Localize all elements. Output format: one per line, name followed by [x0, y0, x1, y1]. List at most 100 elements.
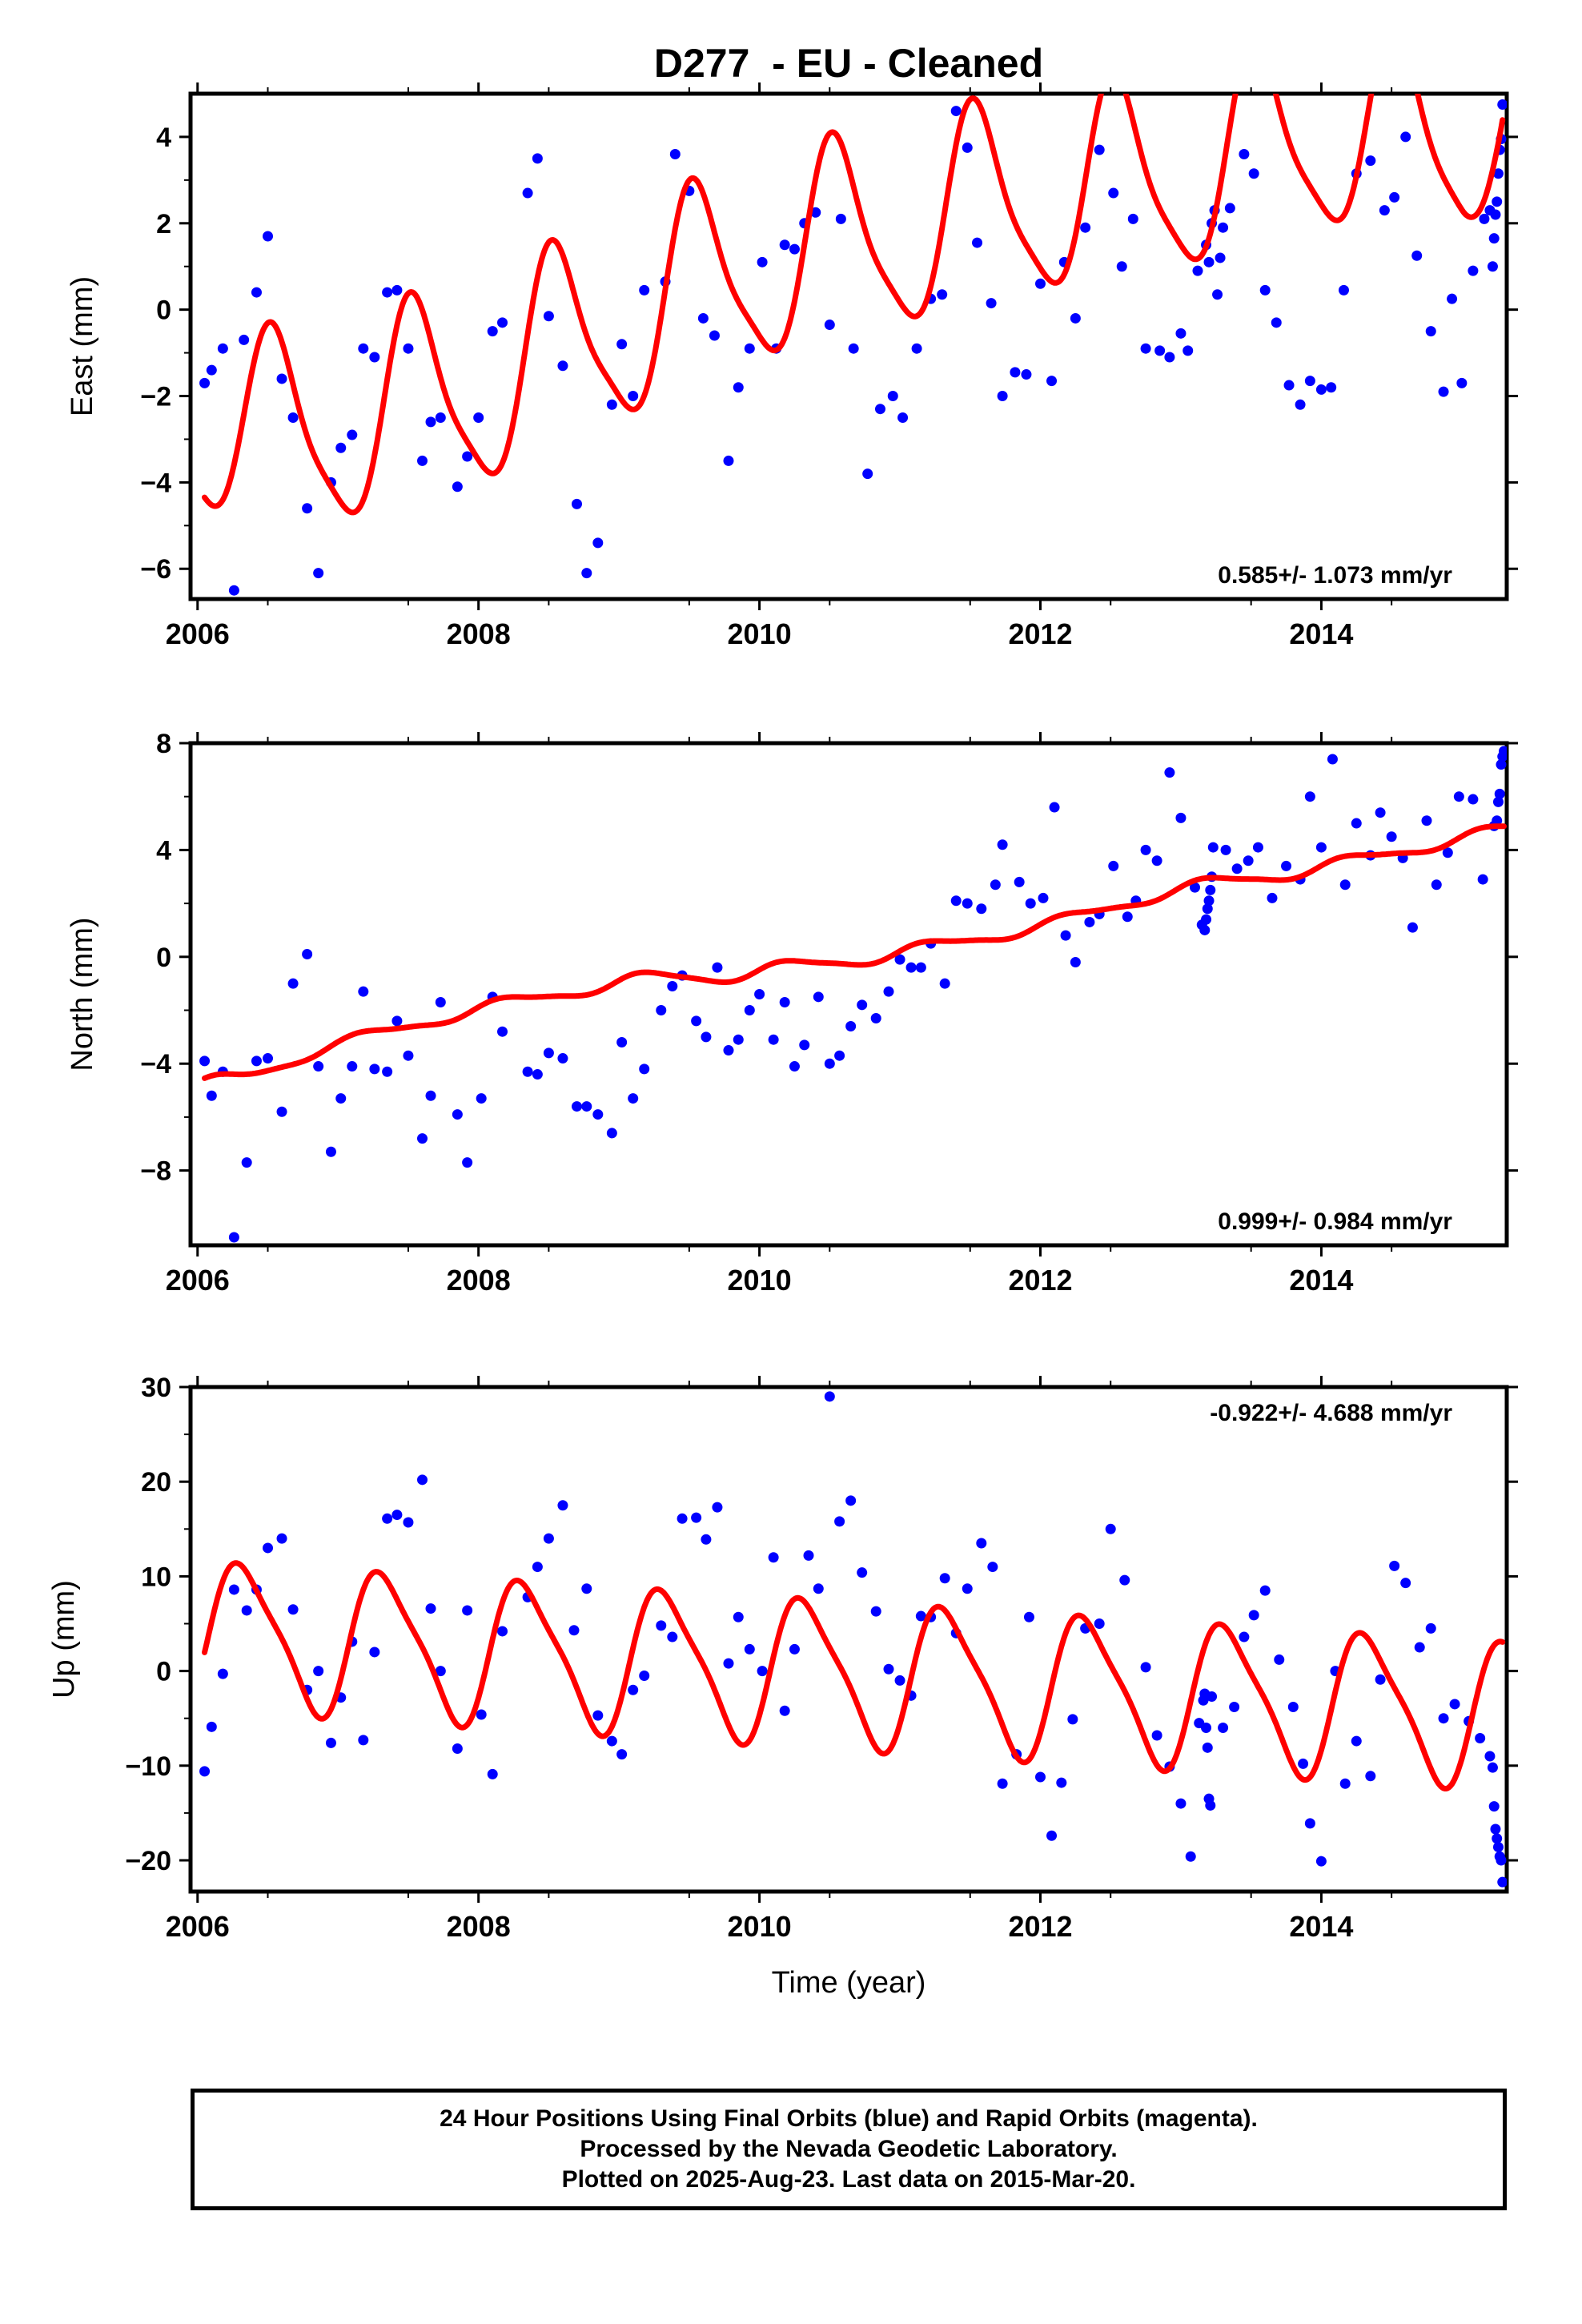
data-point: [1375, 807, 1386, 818]
data-point: [1175, 328, 1186, 339]
data-point: [435, 412, 446, 423]
data-point: [1154, 345, 1166, 356]
data-point: [476, 1709, 487, 1720]
data-point: [606, 1128, 617, 1139]
data-point: [712, 1502, 723, 1513]
data-point: [1456, 377, 1468, 388]
data-point: [1199, 924, 1211, 935]
data-point: [403, 1050, 414, 1061]
data-point: [1496, 1855, 1507, 1866]
data-point: [1010, 367, 1021, 378]
data-point: [206, 364, 217, 376]
data-point: [1315, 842, 1327, 853]
data-point: [1375, 1674, 1386, 1685]
y-tick-label: 4: [156, 123, 171, 153]
caption-box: 24 Hour Positions Using Final Orbits (bl…: [191, 2089, 1507, 2210]
y-tick-label: 30: [141, 1373, 171, 1403]
data-point: [1494, 788, 1505, 799]
data-point: [522, 1066, 533, 1077]
data-point: [1034, 278, 1046, 289]
data-point: [592, 537, 604, 549]
data-point: [532, 1069, 543, 1080]
data-point: [697, 312, 709, 324]
data-point: [391, 1510, 403, 1521]
data-point: [1202, 1742, 1213, 1753]
data-point: [1492, 196, 1503, 207]
data-point: [382, 287, 393, 298]
data-point: [845, 1495, 857, 1506]
data-point: [639, 1671, 650, 1682]
observation-points: [199, 99, 1507, 596]
rate-label: -0.922+/- 4.688 mm/yr: [1210, 1400, 1452, 1426]
data-point: [581, 1101, 592, 1112]
y-tick-label: 0: [156, 943, 171, 973]
data-point: [887, 391, 898, 402]
observation-points: [199, 746, 1507, 1243]
east-panel: 4 2 0 −2 −4 −6 2006 2008 2010 2012 2014 East (mm) 0.…: [66, 82, 1518, 650]
data-point: [1067, 1714, 1078, 1725]
data-point: [835, 213, 846, 224]
data-point: [228, 1584, 239, 1595]
data-point: [1220, 844, 1231, 855]
x-tick-label: 2008: [447, 617, 511, 650]
data-point: [606, 1735, 617, 1747]
data-point: [628, 391, 639, 402]
data-point: [262, 1542, 273, 1554]
data-point: [937, 289, 948, 300]
data-point: [669, 149, 681, 160]
data-point: [1203, 895, 1215, 907]
data-point: [1094, 144, 1105, 155]
data-point: [616, 339, 628, 350]
data-point: [1243, 855, 1254, 866]
data-point: [1182, 345, 1194, 356]
x-tick-label: 2010: [728, 1264, 792, 1297]
data-point: [639, 1063, 650, 1075]
data-point: [1034, 1771, 1046, 1783]
data-point: [733, 1034, 744, 1045]
data-point: [391, 284, 403, 296]
data-point: [905, 962, 917, 973]
data-point: [1038, 892, 1049, 903]
data-point: [1400, 131, 1411, 143]
y-tick-label: 20: [141, 1467, 171, 1498]
data-point: [1498, 746, 1507, 757]
north-panel: 8 4 0 −4 −8 2006 2008 2010 2012 2014 North (mm) 0.9…: [66, 729, 1518, 1297]
data-point: [1140, 343, 1151, 354]
data-point: [870, 1013, 881, 1024]
data-point: [416, 1474, 428, 1486]
data-point: [757, 1666, 768, 1677]
data-point: [1453, 791, 1464, 802]
data-point: [939, 1573, 950, 1584]
data-point: [287, 1604, 299, 1615]
x-axis-label: Time (year): [772, 1966, 926, 2000]
data-point: [476, 1093, 487, 1104]
data-point: [616, 1037, 628, 1048]
data-point: [1218, 1723, 1229, 1734]
data-point: [532, 153, 543, 164]
data-point: [199, 1055, 211, 1067]
x-tick-label: 2006: [166, 1910, 230, 1943]
data-point: [1060, 930, 1071, 941]
data-point: [217, 343, 228, 354]
data-point: [1207, 1691, 1218, 1703]
data-point: [997, 839, 1008, 850]
data-point: [1414, 1642, 1425, 1653]
x-tick-label: 2012: [1008, 1910, 1072, 1943]
data-point: [1127, 213, 1138, 224]
data-point: [1351, 818, 1362, 829]
data-point: [262, 231, 273, 242]
y-tick-label: −8: [140, 1156, 171, 1187]
data-point: [1229, 1702, 1240, 1713]
data-point: [1339, 1778, 1351, 1789]
data-point: [532, 1562, 543, 1573]
data-point: [712, 962, 723, 973]
y-tick-label: 0: [156, 1657, 171, 1687]
data-point: [276, 1533, 287, 1544]
data-point: [1442, 847, 1453, 858]
data-point: [276, 1106, 287, 1117]
caption-line-processed: Processed by the Nevada Geodetic Laborat…: [580, 2136, 1118, 2162]
data-point: [1070, 956, 1081, 967]
data-point: [824, 1058, 835, 1069]
data-point: [997, 391, 1008, 402]
